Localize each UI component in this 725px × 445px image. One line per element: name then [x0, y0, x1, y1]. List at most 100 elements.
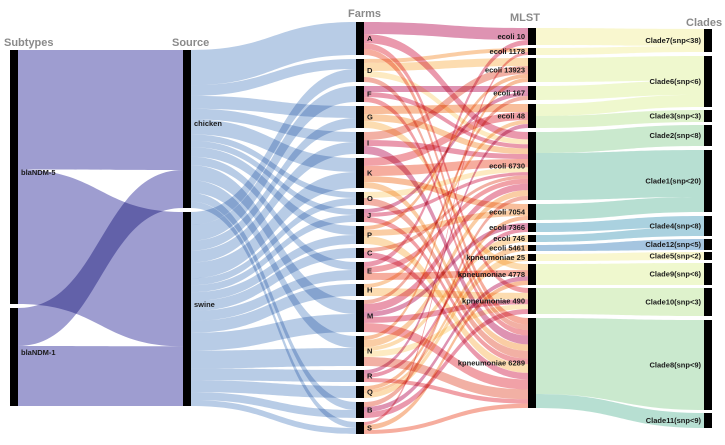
- link-swine-to-b: [191, 392, 356, 418]
- column-title-source: Source: [172, 37, 209, 49]
- link-kpneumoniae-6289-to-clade8-snp-9: [536, 318, 704, 410]
- node-bar-farms-s: [356, 422, 364, 434]
- node-bar-farms-c: [356, 248, 364, 258]
- link-b-to-kpneumoniae-490: [364, 309, 528, 418]
- node-label-farms-r: R: [367, 372, 373, 381]
- node-bar-clades-clade2-snp-8: [704, 125, 712, 146]
- link-q-to-ecoli-5461: [364, 245, 528, 393]
- node-bar-clades-clade9-snp-6: [704, 263, 712, 285]
- link-swine-to-m: [191, 314, 356, 351]
- link-swine-to-e: [191, 270, 356, 321]
- node-label-mlst-ecoli-7054: ecoli 7054: [489, 208, 526, 217]
- node-label-mlst-ecoli-6730: ecoli 6730: [489, 162, 525, 171]
- node-bar-clades-clade4-snp-8: [704, 216, 712, 236]
- column-title-clades: Clades: [686, 17, 722, 29]
- node-bar-farms-i: [356, 132, 364, 154]
- link-m-to-kpneumoniae-490: [364, 299, 528, 323]
- link-blandm-1-to-swine: [18, 346, 183, 406]
- node-bar-clades-clade11-snp-9: [704, 413, 712, 428]
- link-s-to-kpneumoniae-4778: [364, 280, 528, 430]
- node-bar-clades-clade7-snp-38: [704, 29, 712, 52]
- node-bar-clades-clade5-snp-2: [704, 252, 712, 260]
- node-bar-mlst-ecoli-6730: [528, 132, 536, 200]
- node-bar-mlst-ecoli-48: [528, 104, 536, 128]
- link-h-to-ecoli-48: [364, 120, 528, 288]
- link-ecoli-167-to-clade6-snp-6: [536, 80, 704, 100]
- link-ecoli-5461-to-clade12-snp-5: [536, 239, 704, 251]
- node-label-farms-f: F: [367, 90, 372, 99]
- node-label-farms-j: J: [367, 211, 371, 220]
- link-c-to-ecoli-6730: [364, 175, 528, 252]
- link-swine-to-q: [191, 380, 356, 398]
- node-bar-farms-q: [356, 386, 364, 398]
- node-bar-mlst-ecoli-5461: [528, 245, 536, 251]
- node-label-subtypes-blandm-5: blaNDM-5: [21, 168, 56, 177]
- link-chicken-to-b: [191, 193, 356, 410]
- node-bar-farms-g: [356, 106, 364, 128]
- link-n-to-kpneumoniae-490: [364, 304, 528, 357]
- link-d-to-ecoli-13923: [364, 58, 528, 71]
- node-bar-clades-clade12-snp-5: [704, 239, 712, 250]
- node-bar-mlst-kpneumoniae-6289: [528, 318, 536, 408]
- node-bar-farms-m: [356, 300, 364, 332]
- node-label-farms-s: S: [367, 424, 372, 433]
- link-ecoli-746-to-clade4-snp-8: [536, 227, 704, 242]
- node-bar-mlst-ecoli-10: [528, 28, 536, 45]
- node-label-source-chicken: chicken: [194, 119, 222, 128]
- node-bar-farms-j: [356, 209, 364, 222]
- node-label-farms-b: B: [367, 406, 373, 415]
- link-s-to-ecoli-1178: [364, 52, 528, 425]
- node-label-clades-clade2-snp-8: Clade2(snp<8): [650, 131, 702, 140]
- node-label-clades-clade8-snp-9: Clade8(snp<9): [650, 361, 702, 370]
- node-label-subtypes-blandm-1: blaNDM-1: [21, 348, 56, 357]
- node-label-farms-e: E: [367, 267, 372, 276]
- node-bar-mlst-ecoli-13923: [528, 58, 536, 82]
- link-ecoli-13923-to-clade6-snp-6: [536, 56, 704, 82]
- link-g-to-ecoli-6730: [364, 114, 528, 155]
- node-label-farms-c: C: [367, 249, 373, 258]
- link-i-to-ecoli-6730: [364, 140, 528, 160]
- link-n-to-ecoli-13923: [364, 78, 528, 340]
- sankey-links: [18, 22, 704, 434]
- node-label-mlst-ecoli-167: ecoli 167: [493, 89, 525, 98]
- column-title-mlst: MLST: [510, 12, 540, 24]
- link-chicken-to-s: [191, 201, 356, 428]
- node-label-mlst-ecoli-7366: ecoli 7366: [489, 223, 525, 232]
- node-label-clades-clade6-snp-6: Clade6(snp<6): [650, 77, 702, 86]
- node-label-source-swine: swine: [194, 300, 215, 309]
- link-n-to-kpneumoniae-6289: [364, 357, 528, 400]
- node-bar-mlst-kpneumoniae-25: [528, 254, 536, 261]
- link-k-to-ecoli-6730: [364, 159, 528, 176]
- node-bar-mlst-ecoli-167: [528, 86, 536, 100]
- column-title-subtypes: Subtypes: [4, 37, 54, 49]
- link-b-to-kpneumoniae-4778: [364, 276, 528, 412]
- link-ecoli-1178-to-clade7-snp-38: [536, 46, 704, 55]
- link-d-to-ecoli-1178: [364, 48, 528, 63]
- node-label-clades-clade11-snp-9: Clade11(snp<9): [646, 416, 702, 425]
- link-r-to-kpneumoniae-6289: [364, 378, 528, 404]
- link-chicken-to-e: [191, 156, 356, 270]
- node-bar-mlst-ecoli-7054: [528, 204, 536, 220]
- node-bar-farms-d: [356, 59, 364, 82]
- node-bar-farms-k: [356, 158, 364, 188]
- link-swine-to-s: [191, 400, 356, 434]
- link-kpneumoniae-4778-to-clade9-snp-6: [536, 263, 704, 285]
- link-swine-to-k: [191, 172, 356, 279]
- node-label-clades-clade12-snp-5: Clade12(snp<5): [645, 240, 701, 249]
- node-label-farms-m: M: [367, 312, 373, 321]
- node-bar-farms-a: [356, 22, 364, 55]
- node-bar-mlst-kpneumoniae-490: [528, 288, 536, 314]
- node-bar-farms-e: [356, 262, 364, 280]
- node-label-clades-clade4-snp-8: Clade4(snp<8): [650, 222, 702, 231]
- link-m-to-ecoli-167: [364, 96, 528, 304]
- link-swine-to-h: [191, 284, 356, 333]
- node-bar-farms-o: [356, 192, 364, 205]
- node-bar-clades-clade1-snp-20: [704, 150, 712, 212]
- node-bar-mlst-ecoli-7366: [528, 223, 536, 232]
- link-kpneumoniae-6289-to-clade11-snp-9: [536, 394, 704, 428]
- link-swine-to-f: [191, 86, 356, 241]
- link-j-to-ecoli-6730: [364, 172, 528, 217]
- sankey-nodes: [10, 22, 712, 434]
- link-ecoli-7054-to-clade1-snp-20: [536, 197, 704, 220]
